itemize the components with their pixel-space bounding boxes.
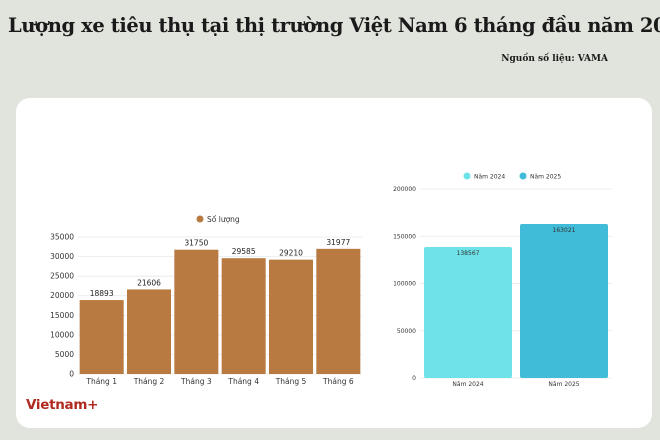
vietnamplus-logo: Vietnam+ bbox=[26, 397, 99, 413]
x-tick-label: Tháng 5 bbox=[275, 377, 307, 386]
y-tick-label: 30000 bbox=[50, 252, 74, 261]
data-label: 31977 bbox=[326, 238, 350, 247]
bar bbox=[316, 248, 361, 374]
y-tick-label: 5000 bbox=[55, 350, 74, 359]
bar bbox=[174, 249, 219, 374]
bar bbox=[520, 223, 608, 378]
legend-label: Năm 2025 bbox=[530, 174, 561, 181]
y-tick-label: 0 bbox=[412, 375, 416, 382]
y-tick-label: 100000 bbox=[393, 281, 416, 288]
y-tick-label: 20000 bbox=[50, 291, 74, 300]
bar bbox=[79, 300, 124, 374]
y-tick-label: 50000 bbox=[397, 328, 416, 335]
bar bbox=[424, 247, 512, 378]
data-label: 29585 bbox=[232, 247, 256, 256]
x-tick-label: Tháng 6 bbox=[322, 377, 354, 386]
data-label: 21606 bbox=[137, 278, 161, 287]
data-source: Nguồn số liệu: VAMA bbox=[501, 54, 608, 64]
y-tick-label: 150000 bbox=[393, 233, 416, 240]
x-tick-label: Tháng 3 bbox=[180, 377, 212, 386]
data-label: 138567 bbox=[457, 250, 480, 257]
x-tick-label: Tháng 4 bbox=[227, 377, 259, 386]
legend-label: Năm 2024 bbox=[474, 174, 505, 181]
legend-marker bbox=[519, 172, 527, 180]
y-tick-label: 0 bbox=[69, 370, 74, 379]
x-tick-label: Năm 2024 bbox=[452, 381, 483, 388]
page-title: Lượng xe tiêu thụ tại thị trường Việt Na… bbox=[8, 14, 660, 37]
x-tick-label: Tháng 1 bbox=[85, 377, 117, 386]
x-tick-label: Tháng 2 bbox=[133, 377, 165, 386]
y-tick-label: 35000 bbox=[50, 233, 74, 242]
legend-label: Số lượng bbox=[207, 215, 240, 224]
y-tick-label: 10000 bbox=[50, 330, 74, 339]
legend-marker bbox=[463, 172, 471, 180]
legend-marker bbox=[196, 215, 204, 223]
y-tick-label: 25000 bbox=[50, 272, 74, 281]
data-label: 18893 bbox=[90, 289, 114, 298]
y-tick-label: 15000 bbox=[50, 311, 74, 320]
data-label: 29210 bbox=[279, 249, 303, 258]
bar bbox=[127, 289, 171, 374]
x-tick-label: Năm 2025 bbox=[548, 381, 579, 388]
bar bbox=[221, 258, 266, 374]
bar bbox=[269, 259, 313, 374]
data-label: 31750 bbox=[184, 239, 208, 248]
y-tick-label: 200000 bbox=[393, 186, 416, 193]
data-label: 163021 bbox=[553, 227, 576, 234]
